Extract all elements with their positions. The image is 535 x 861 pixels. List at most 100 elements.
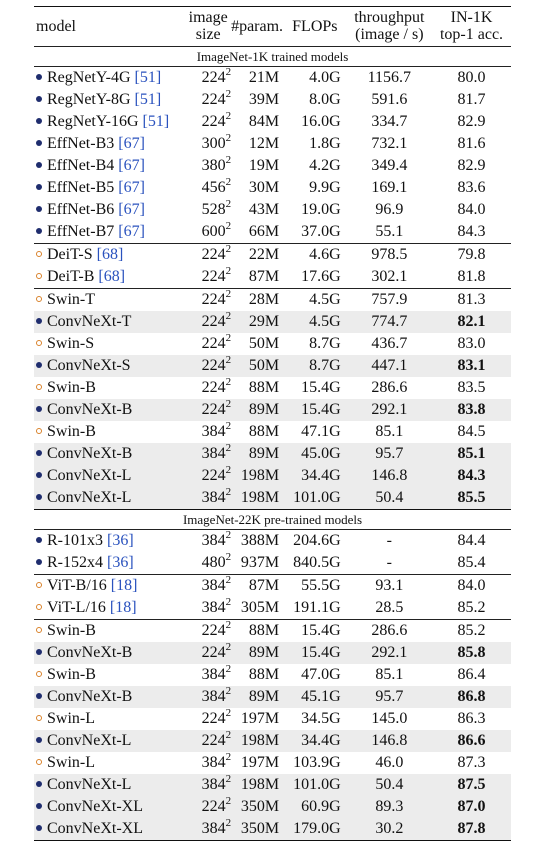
table-row: ConvNeXt-S 2242 50M 8.7G 447.1 83.1	[34, 355, 511, 377]
citation-link[interactable]: [18]	[109, 599, 137, 616]
squared-superscript: 2	[225, 795, 232, 807]
model-name: RegNetY-8G	[47, 91, 135, 108]
citation-link[interactable]: [67]	[118, 201, 145, 218]
hollow-circle-marker-icon	[36, 273, 42, 279]
cell-params: 19M	[248, 157, 280, 174]
cell-image-size: 2242	[185, 730, 232, 752]
citation-link[interactable]: [68]	[98, 268, 126, 285]
filled-circle-marker-icon	[36, 494, 42, 500]
citation-link[interactable]: [18]	[110, 577, 138, 594]
image-size-value: 384	[201, 776, 226, 793]
header-params-text: #param.	[231, 17, 284, 35]
cell-image-size: 3842	[185, 597, 232, 620]
header-image-size-line1: image	[188, 9, 228, 26]
model-name: Swin-L	[47, 710, 95, 727]
cell-throughput: 145.0	[371, 710, 408, 727]
image-size-value: 224	[201, 798, 226, 815]
citation-link[interactable]: [51]	[142, 113, 170, 130]
cell-model: ConvNeXt-XL	[34, 796, 186, 818]
cell-model: ConvNeXt-XL	[34, 818, 186, 841]
model-name: ViT-B/16	[47, 577, 111, 594]
cell-throughput: 292.1	[346, 399, 433, 421]
citation-link[interactable]: [67]	[118, 157, 145, 174]
cell-accuracy: 85.2	[457, 599, 486, 616]
cell-flops: 55.5G	[283, 574, 347, 597]
header-model-text: model	[36, 17, 76, 35]
cell-flops: 37.0G	[301, 223, 341, 240]
cell-image-size: 3842	[185, 664, 232, 686]
squared-superscript: 2	[225, 486, 232, 498]
cell-image-size: 2242	[185, 376, 232, 399]
cell-flops: 8.0G	[309, 91, 341, 108]
table-row: Swin-T 2242 28M 4.5G 757.9 81.3	[34, 288, 511, 311]
cell-params: 197M	[240, 754, 280, 771]
cell-params: 198M	[231, 465, 284, 487]
citation-link[interactable]: [51]	[134, 91, 162, 108]
filled-circle-marker-icon	[36, 737, 42, 743]
citation-link[interactable]: [68]	[96, 246, 124, 263]
image-size-value: 224	[201, 401, 226, 418]
image-size-value: 384	[201, 754, 226, 771]
header-flops-text: FLOPs	[292, 17, 338, 35]
cell-params: 12M	[248, 135, 280, 152]
table-row: ConvNeXt-L 3842 198M 101.0G 50.4 85.5	[34, 487, 511, 510]
image-size-value: 300	[201, 135, 226, 152]
cell-model: Swin-S	[34, 333, 185, 355]
cell-model: ConvNeXt-L	[34, 774, 186, 796]
image-size-value: 480	[201, 554, 226, 571]
table-row: EffNet-B3 [67] 3002 12M 1.8G 732.1 81.6	[34, 133, 511, 155]
citation-link[interactable]: [36]	[107, 554, 134, 571]
cell-throughput: 46.0	[375, 754, 404, 771]
table-row: Swin-L 3842 197M 103.9G 46.0 87.3	[34, 752, 511, 774]
citation-link[interactable]: [51]	[134, 69, 162, 86]
table-row: ConvNeXt-L 3842 198M 101.0G 50.4 87.5	[34, 774, 511, 796]
cell-params: 305M	[240, 599, 280, 616]
squared-superscript: 2	[225, 529, 232, 541]
cell-params: 28M	[231, 288, 284, 311]
citation-link[interactable]: [36]	[107, 532, 134, 549]
cell-flops: 103.9G	[293, 754, 341, 771]
image-size-value: 384	[201, 445, 226, 462]
image-size-value: 224	[201, 113, 226, 130]
cell-params: 84M	[248, 113, 280, 130]
squared-superscript: 2	[225, 551, 232, 563]
cell-throughput: 30.2	[346, 818, 433, 841]
image-size-value: 224	[201, 335, 226, 352]
cell-params: 21M	[231, 66, 284, 89]
cell-params: 350M	[231, 796, 284, 818]
image-size-value: 384	[201, 532, 226, 549]
cell-image-size: 2242	[185, 111, 232, 133]
cell-model: ViT-L/16 [18]	[34, 597, 185, 620]
cell-flops: 4.5G	[283, 288, 347, 311]
model-name: ConvNeXt-XL	[47, 798, 143, 815]
squared-superscript: 2	[225, 376, 232, 388]
cell-throughput: 436.7	[371, 335, 408, 352]
filled-circle-marker-icon	[36, 406, 42, 412]
cell-accuracy: 83.0	[457, 335, 486, 352]
citation-link[interactable]: [67]	[118, 179, 145, 196]
cell-flops: 47.0G	[301, 666, 341, 683]
table-row: EffNet-B4 [67] 3802 19M 4.2G 349.4 82.9	[34, 155, 511, 177]
image-size-value: 380	[201, 157, 226, 174]
cell-image-size: 4802	[185, 551, 232, 575]
citation-link[interactable]: [67]	[118, 135, 145, 152]
cell-accuracy: 80.0	[432, 66, 511, 89]
table-row: EffNet-B7 [67] 6002 66M 37.0G 55.1 84.3	[34, 221, 511, 244]
table-row: ConvNeXt-L 2242 198M 34.4G 146.8 84.3	[34, 465, 511, 487]
cell-model: Swin-B	[34, 664, 185, 686]
section-title: ImageNet-1K trained models	[196, 49, 349, 64]
cell-flops: 15.4G	[283, 619, 347, 642]
table-row: ConvNeXt-L 2242 198M 34.4G 146.8 86.6	[34, 730, 511, 752]
table-header: model image size #param. FLOPs throughput…	[34, 6, 511, 47]
citation-link[interactable]: [67]	[118, 223, 145, 240]
squared-superscript: 2	[225, 288, 232, 300]
cell-params: 88M	[231, 619, 284, 642]
hollow-circle-marker-icon	[36, 671, 42, 677]
filled-circle-marker-icon	[36, 537, 42, 543]
cell-accuracy: 86.3	[457, 710, 486, 727]
cell-accuracy: 84.5	[457, 423, 486, 440]
cell-model: Swin-L	[34, 708, 185, 730]
table-row: ConvNeXt-XL 2242 350M 60.9G 89.3 87.0	[34, 796, 511, 818]
model-name: EffNet-B6	[47, 201, 119, 218]
hollow-circle-marker-icon	[36, 604, 42, 610]
